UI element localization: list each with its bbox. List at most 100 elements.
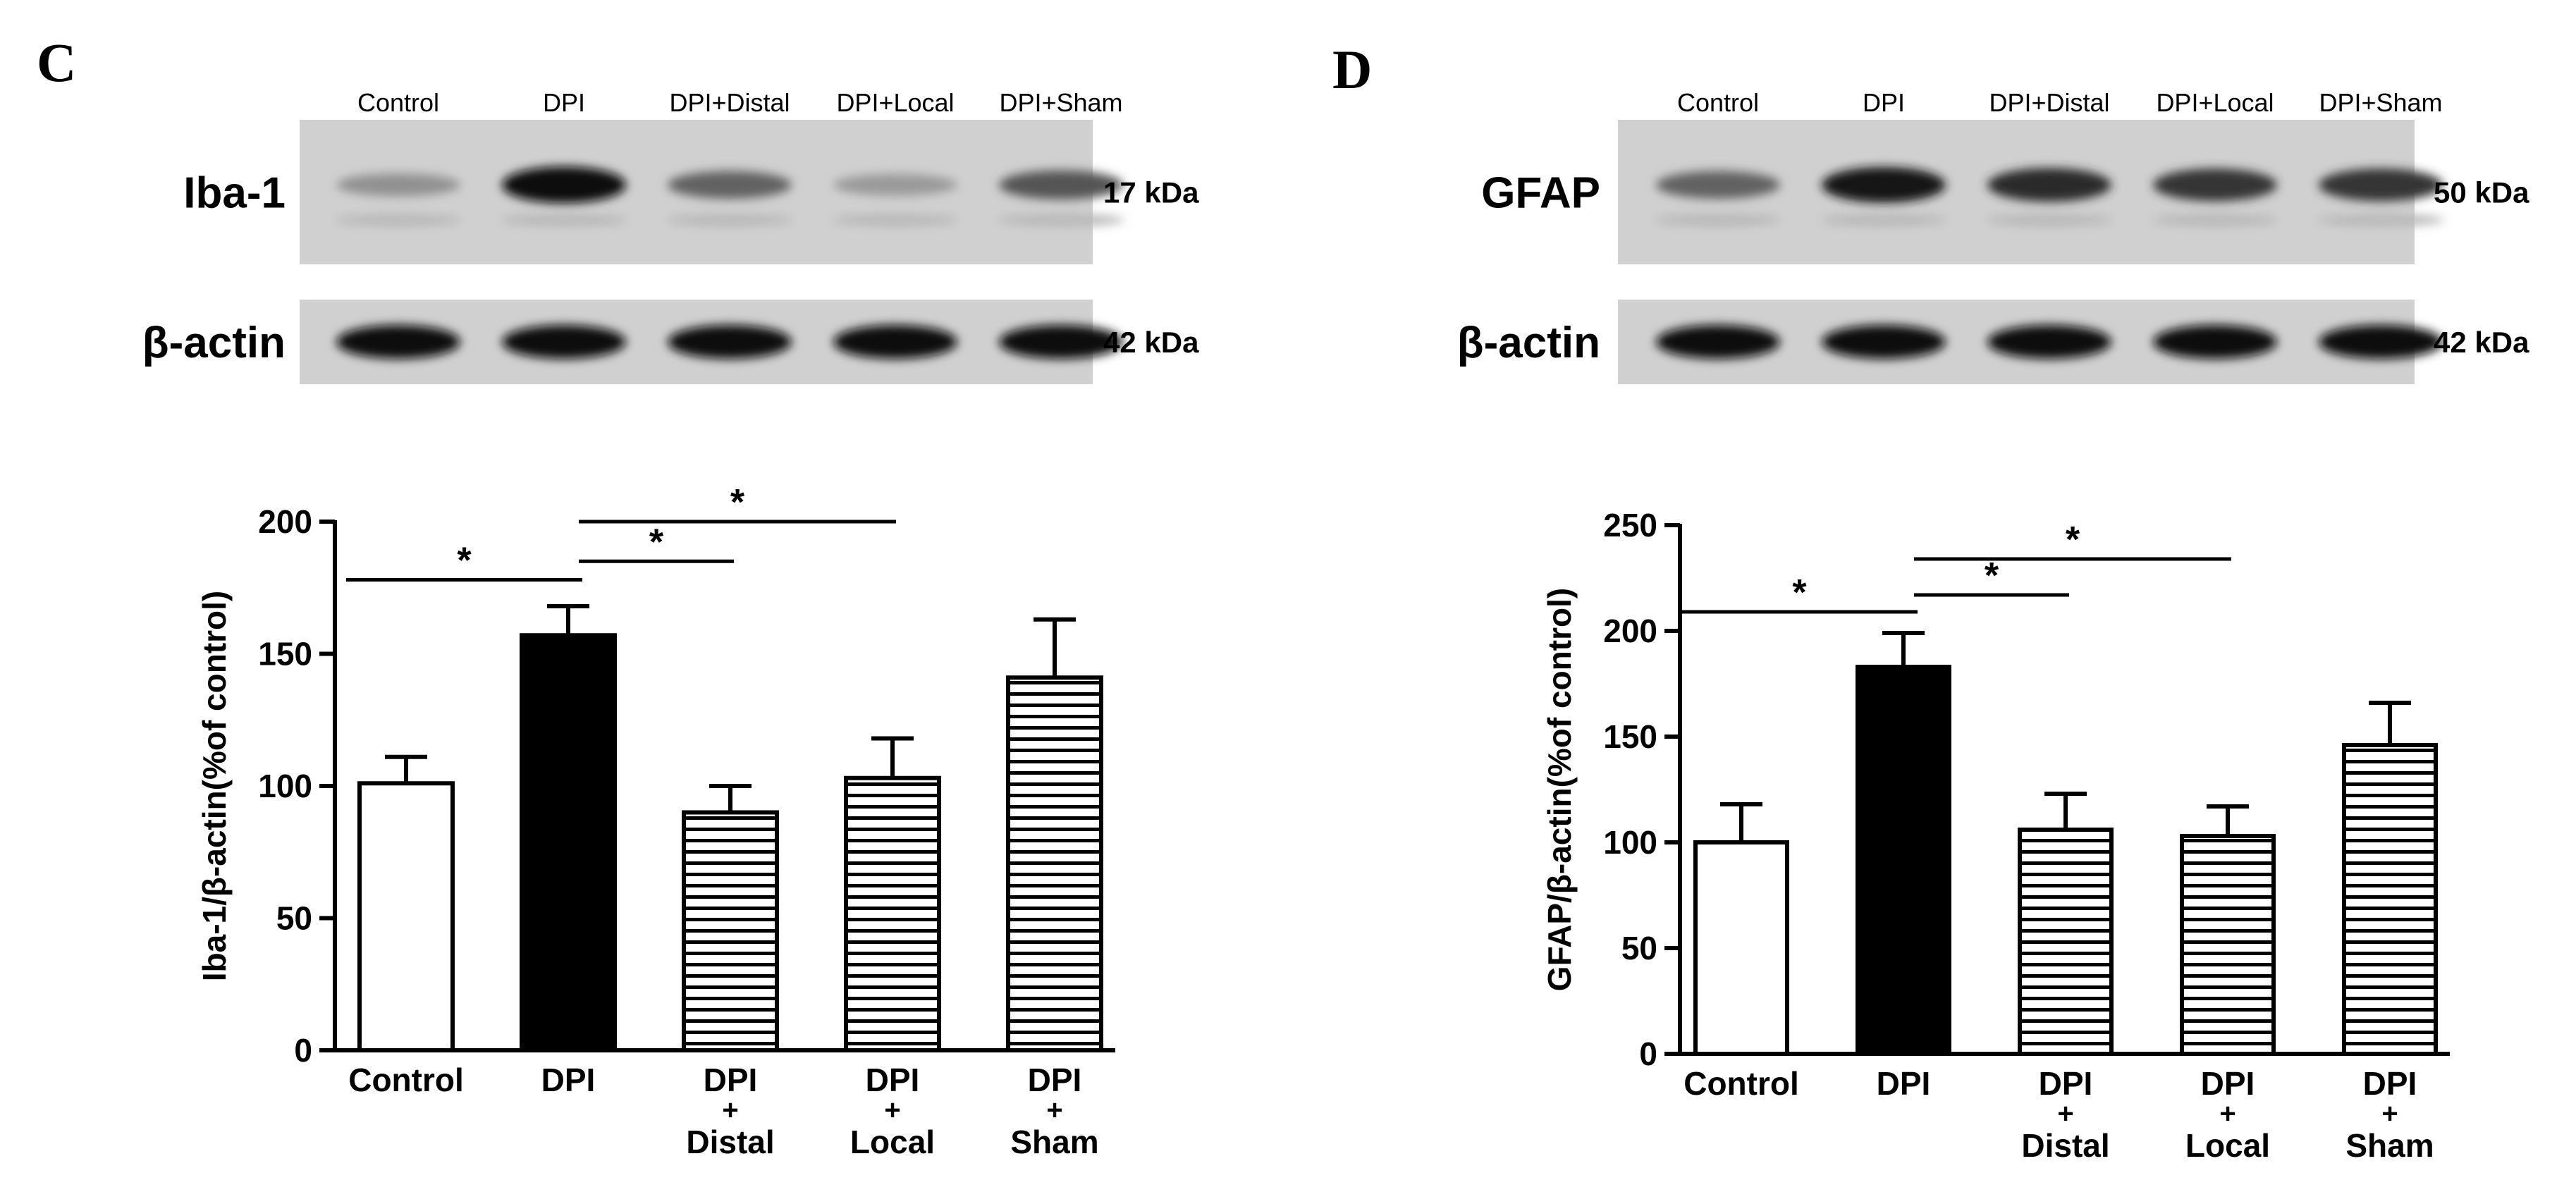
blot-size-label: 42 kDa xyxy=(2434,326,2529,359)
x-tick-label: + xyxy=(2057,1098,2073,1129)
y-tick-label: 150 xyxy=(258,636,312,672)
x-tick-label: + xyxy=(722,1095,738,1126)
blot-band xyxy=(833,173,957,196)
blot-band-faint xyxy=(501,214,627,227)
bar xyxy=(844,775,941,1052)
blot-size-label: 17 kDa xyxy=(1103,176,1199,209)
blot-band xyxy=(1822,325,1946,359)
x-tick-label: DPI xyxy=(541,1062,596,1098)
blot-band xyxy=(668,325,792,359)
blot-band-faint xyxy=(832,214,959,227)
x-tick-label: DPI xyxy=(2363,1065,2417,1102)
blot-band xyxy=(2153,325,2277,359)
bar xyxy=(2180,834,2276,1056)
blot-row-label: β-actin xyxy=(1457,319,1600,367)
blot-band xyxy=(1987,325,2111,359)
bar xyxy=(2342,743,2438,1056)
y-tick-label: 0 xyxy=(1639,1036,1657,1072)
blot-band xyxy=(502,166,626,204)
x-tick-label: Distal xyxy=(2021,1127,2109,1164)
x-tick-label: Control xyxy=(348,1062,464,1098)
blot-band xyxy=(668,171,792,199)
y-tick-label: 0 xyxy=(294,1032,312,1069)
y-tick-label: 250 xyxy=(1603,507,1657,543)
bar xyxy=(357,781,455,1052)
blot-band-faint xyxy=(1820,214,1947,227)
blot-band xyxy=(1987,168,2111,202)
blot-band xyxy=(502,325,626,359)
bar xyxy=(1693,840,1789,1056)
x-tick-label: + xyxy=(884,1095,900,1126)
lane-label: DPI+Sham xyxy=(999,88,1122,117)
panel-letter: C xyxy=(37,32,76,93)
blot-band-faint xyxy=(2317,214,2444,227)
lane-label: DPI xyxy=(1863,88,1905,117)
blot-size-label: 50 kDa xyxy=(2434,176,2529,209)
blot-row-label: β-actin xyxy=(142,319,286,367)
bar xyxy=(1856,665,1951,1056)
lane-label: DPI+Distal xyxy=(1989,88,2109,117)
y-tick-label: 50 xyxy=(1621,930,1657,966)
blot-band-faint xyxy=(666,214,793,227)
blot-band-faint xyxy=(1655,214,1781,227)
x-tick-label: DPI xyxy=(1028,1062,1082,1098)
significance-star: * xyxy=(649,522,664,563)
blot-band-faint xyxy=(1986,214,2113,227)
blot-row-label: Iba-1 xyxy=(183,169,286,218)
x-tick-label: Control xyxy=(1683,1065,1799,1102)
panel-letter: D xyxy=(1332,39,1372,100)
significance-star: * xyxy=(1985,555,1999,596)
y-tick-label: 200 xyxy=(258,503,312,540)
blot-band xyxy=(2319,168,2443,202)
x-tick-label: Sham xyxy=(2345,1127,2434,1164)
blot-band xyxy=(336,173,460,197)
blot-row-label: GFAP xyxy=(1481,169,1600,218)
x-tick-label: Local xyxy=(2185,1127,2270,1164)
x-tick-label: DPI xyxy=(2039,1065,2093,1102)
lane-label: DPI+Distal xyxy=(669,88,790,117)
x-tick-label: DPI xyxy=(704,1062,758,1098)
x-tick-label: Distal xyxy=(686,1124,774,1160)
lane-label: Control xyxy=(357,88,439,117)
blot-band xyxy=(2319,325,2443,359)
blot-band xyxy=(1822,166,1946,203)
panel-c: C Control DPI DPI+Distal DPI+Local DPI+Sham Ib… xyxy=(37,32,1199,1160)
y-tick-label: 100 xyxy=(1603,824,1657,861)
y-tick-label: 100 xyxy=(258,768,312,804)
x-tick-label: Local xyxy=(850,1124,935,1160)
x-tick-label: + xyxy=(1046,1095,1062,1126)
y-axis-label: GFAP/β-actin(%of control) xyxy=(1541,588,1578,991)
blot-band xyxy=(336,325,460,359)
blot-band-faint xyxy=(2152,214,2278,227)
bar xyxy=(682,810,779,1052)
blot-band-faint xyxy=(998,214,1124,227)
blot-band xyxy=(1656,171,1780,199)
significance-star: * xyxy=(1792,572,1807,613)
blot-band xyxy=(999,170,1123,199)
x-tick-label: DPI xyxy=(2201,1065,2255,1102)
lane-label: Control xyxy=(1677,88,1759,117)
x-tick-label: DPI xyxy=(866,1062,920,1098)
lane-label: DPI+Local xyxy=(2156,88,2274,117)
lane-label: DPI xyxy=(543,88,585,117)
significance-star: * xyxy=(2066,520,2080,560)
blot-band xyxy=(1656,325,1780,359)
blot-band-faint xyxy=(335,214,462,227)
lane-label: DPI+Sham xyxy=(2319,88,2442,117)
blot-band xyxy=(833,325,957,359)
x-tick-label: DPI xyxy=(1877,1065,1931,1102)
y-axis-label: Iba-1/β-actin(%of control) xyxy=(196,591,233,982)
y-tick-label: 150 xyxy=(1603,718,1657,755)
significance-star: * xyxy=(730,482,745,523)
blot-band xyxy=(2153,168,2277,202)
x-tick-label: Sham xyxy=(1010,1124,1098,1160)
blot-size-label: 42 kDa xyxy=(1103,326,1199,359)
x-tick-label: + xyxy=(2219,1098,2235,1129)
bar xyxy=(1006,675,1103,1052)
bar xyxy=(520,633,617,1052)
y-tick-label: 50 xyxy=(276,900,312,937)
panel-d: D Control DPI DPI+Distal DPI+Local DPI+Sham GF… xyxy=(1288,0,2576,1192)
